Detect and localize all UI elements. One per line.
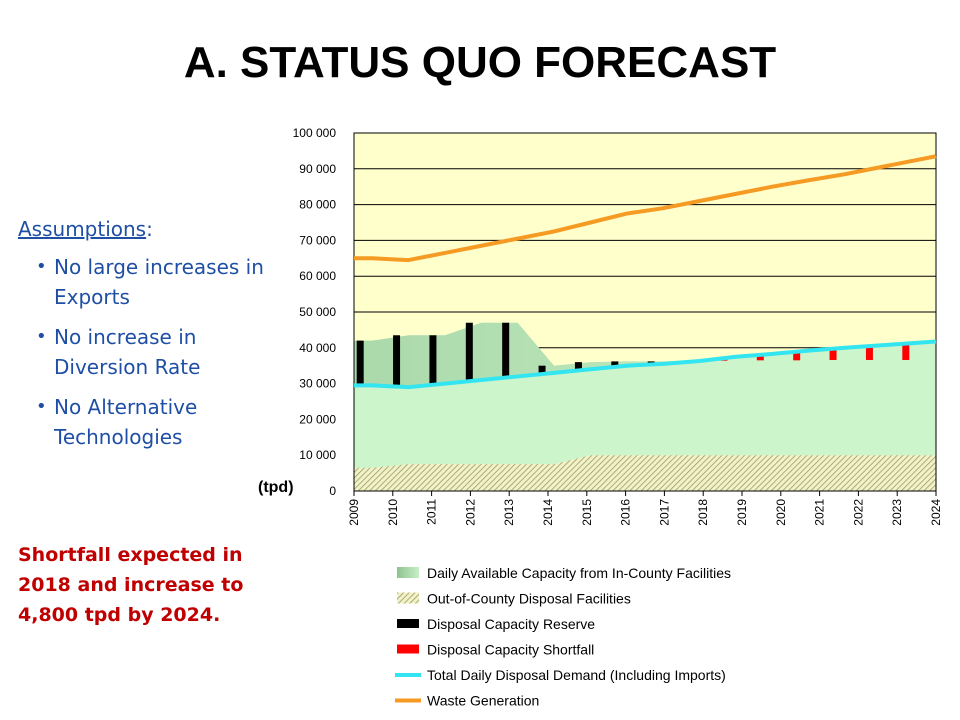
shortfall-note: Shortfall expected in 2018 and increase … [18,544,244,626]
y-tick-label: 0 [329,484,336,498]
legend-label: Waste Generation [427,693,539,709]
shortfall-bar [829,347,837,360]
generation-line [354,154,937,263]
assumptions-heading-colon: : [146,217,153,241]
assumption-item: No large increases in Exports [36,252,268,312]
x-tick-label: 2023 [890,499,904,526]
reserve-bar [611,361,619,366]
x-tick-label: 2015 [580,499,594,526]
reserve-bar [465,322,473,381]
y-tick-label: 30 000 [299,377,336,391]
reserve-bar [538,365,546,373]
y-tick-label: 100 000 [293,126,337,140]
x-tick-label: 2016 [619,499,633,526]
reserve-bar [393,335,401,388]
demand-line [354,339,937,390]
legend-label: Out-of-County Disposal Facilities [427,591,631,607]
x-tick-label: 2012 [463,499,477,526]
legend-out-of-county-swatch [397,592,419,604]
reserve-bar [429,335,437,384]
reserve-bar [574,362,582,370]
shortfall-bar [756,353,764,361]
assumption-item: No increase in Diversion Rate [36,322,268,382]
plot-frame [353,132,937,492]
x-tick-label: 2021 [813,499,827,526]
reserve-bar [356,340,364,386]
x-tick-label: 2024 [929,499,943,526]
y-tick-label: 70 000 [299,233,336,247]
shortfall-bar [902,342,910,360]
assumption-item: No Alternative Technologies [36,392,268,452]
x-tick-label: 2022 [851,499,865,526]
x-tick-label: 2019 [735,499,749,526]
y-tick-label: 20 000 [299,412,336,426]
y-tick-label: 40 000 [299,341,336,355]
x-tick-label: 2020 [774,499,788,526]
x-tick-label: 2017 [657,499,671,526]
legend-in-county-swatch [397,567,419,578]
shortfall-bar [865,345,873,360]
legend-reserve-swatch [397,619,419,628]
assumptions-heading-text: Assumptions [18,217,147,241]
x-tick-label: 2014 [541,499,555,526]
out-of-county-area [354,455,936,491]
assumptions-panel: Assumptions: No large increases in Expor… [18,214,268,462]
y-tick-label: 90 000 [299,162,336,176]
y-tick-label: 60 000 [299,269,336,283]
y-tick-label: 10 000 [299,448,336,462]
x-tick-label: 2009 [347,499,361,526]
reserve-bar [502,322,510,377]
legend-label: Disposal Capacity Reserve [427,616,595,632]
shortfall-bar [793,350,801,361]
legend-shortfall-swatch [397,644,419,654]
y-tick-label: 50 000 [299,305,336,319]
slide-title: A. STATUS QUO FORECAST [183,38,777,87]
x-tick-label: 2018 [696,499,710,526]
x-tick-label: 2013 [502,499,516,526]
unit-label: (tpd) [258,479,294,496]
x-tick-label: 2010 [386,499,400,526]
assumptions-heading: Assumptions: [18,214,268,244]
assumptions-list: No large increases in Exports No increas… [18,252,268,452]
x-tick-label: 2011 [425,499,439,525]
legend-label: Total Daily Disposal Demand (Including I… [427,667,726,683]
y-tick-label: 80 000 [299,198,336,212]
legend-label: Disposal Capacity Shortfall [427,642,594,658]
legend-label: Daily Available Capacity from In-County … [427,565,731,581]
